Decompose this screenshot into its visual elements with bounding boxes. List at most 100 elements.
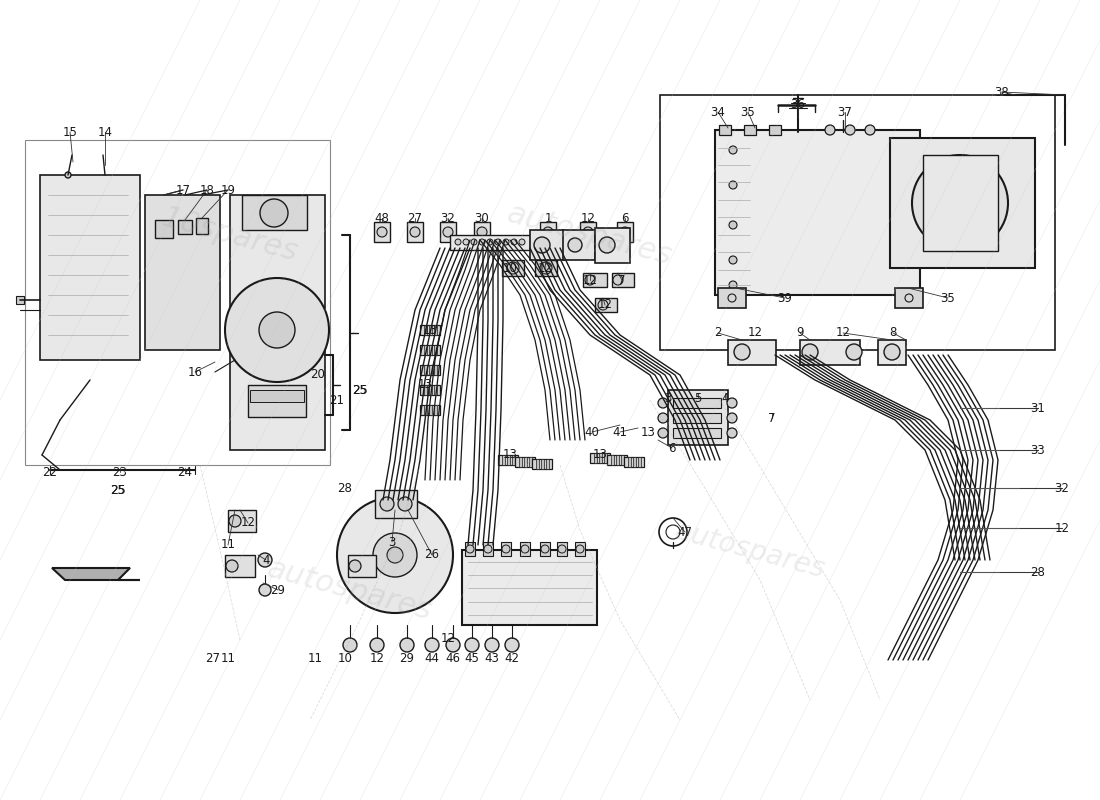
Circle shape [478,239,485,245]
Text: 13: 13 [418,378,432,391]
Text: 25: 25 [352,383,367,397]
Text: 15: 15 [63,126,77,138]
Text: autospares: autospares [264,554,436,626]
Bar [719,125,732,135]
Bar [673,398,720,408]
Text: 7: 7 [768,411,776,425]
Text: 41: 41 [613,426,627,438]
Text: 12: 12 [1055,522,1069,534]
Bar [535,260,557,276]
Circle shape [400,638,414,652]
Text: 24: 24 [177,466,192,478]
Text: 13: 13 [503,449,517,462]
Bar [540,542,550,556]
Bar [228,510,256,532]
Circle shape [343,638,358,652]
Text: 12: 12 [583,274,597,286]
Circle shape [466,545,474,553]
Bar [502,455,505,465]
Text: 14: 14 [98,126,112,138]
Bar [529,457,532,467]
Bar [895,288,923,308]
Text: 45: 45 [464,651,480,665]
Bar [616,455,619,465]
Circle shape [658,428,668,438]
Bar [429,325,432,335]
Bar [610,455,614,465]
Bar [407,222,424,242]
Circle shape [425,638,439,652]
Bar [420,345,440,355]
Text: 27: 27 [407,211,422,225]
Bar [434,365,437,375]
Circle shape [226,560,238,572]
Bar [145,195,220,350]
Text: 21: 21 [330,394,344,406]
Bar [178,220,192,234]
Bar [429,385,432,395]
Circle shape [521,545,529,553]
Circle shape [349,560,361,572]
Bar [524,457,527,467]
Circle shape [598,300,608,310]
Text: 29: 29 [399,651,415,665]
Text: 12: 12 [597,298,613,311]
Text: 35: 35 [940,291,956,305]
Bar [424,325,427,335]
Text: 20: 20 [310,369,326,382]
Circle shape [503,239,509,245]
Text: 31: 31 [1031,402,1045,414]
Circle shape [477,227,487,237]
Bar [607,455,627,465]
Text: 10: 10 [338,651,352,665]
Bar [155,220,173,238]
Bar [420,385,440,395]
Text: 44: 44 [425,651,440,665]
Bar [420,365,440,375]
Circle shape [463,239,469,245]
Circle shape [845,125,855,135]
Bar [348,555,376,577]
Circle shape [258,553,272,567]
Bar [519,457,522,467]
Bar [621,455,624,465]
Text: 32: 32 [1055,482,1069,494]
Bar [541,459,544,469]
Bar [434,345,437,355]
Bar [890,138,1035,268]
Bar [715,130,920,295]
Text: 33: 33 [1031,443,1045,457]
Text: 40: 40 [584,426,600,438]
Circle shape [471,239,477,245]
Circle shape [65,172,72,178]
Text: 1: 1 [544,211,552,225]
Circle shape [446,638,460,652]
Text: 11: 11 [220,651,235,665]
Circle shape [502,545,510,553]
Bar [575,542,585,556]
Text: autospares: autospares [504,199,675,271]
Bar [520,542,530,556]
Circle shape [540,262,552,274]
Circle shape [727,413,737,423]
Circle shape [729,221,737,229]
Bar [612,273,634,287]
Bar [196,218,208,234]
Circle shape [387,547,403,563]
Text: 35: 35 [740,106,756,118]
Bar [617,222,632,242]
Text: 13: 13 [422,323,438,337]
Bar [500,542,512,556]
Circle shape [505,638,519,652]
Circle shape [258,312,295,348]
Bar [532,459,552,469]
Bar [728,340,776,365]
Text: 10spares: 10spares [158,203,301,267]
Text: 28: 28 [1031,566,1045,578]
Bar [434,405,437,415]
Circle shape [226,278,329,382]
Text: 28: 28 [338,482,352,494]
Circle shape [846,344,862,360]
Circle shape [370,638,384,652]
Bar [628,457,631,467]
